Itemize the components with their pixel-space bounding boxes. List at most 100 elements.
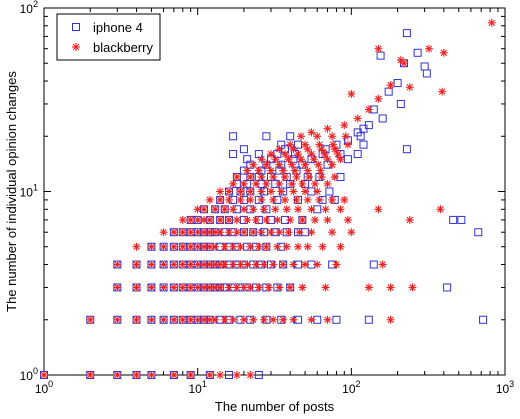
point-asterisk (303, 242, 312, 251)
point-asterisk (169, 283, 178, 292)
point-asterisk (147, 283, 156, 292)
point-asterisk (159, 228, 168, 237)
point-asterisk (132, 371, 141, 379)
point-asterisk (132, 315, 141, 324)
point-square (239, 145, 248, 154)
y-tick-label: 100 (20, 366, 38, 383)
point-asterisk (328, 132, 337, 141)
point-asterisk (378, 260, 387, 269)
point-asterisk (205, 215, 214, 224)
point-asterisk (193, 228, 202, 237)
point-asterisk (220, 242, 229, 251)
point-asterisk (159, 315, 168, 324)
point-asterisk (317, 172, 326, 181)
point-asterisk (320, 150, 329, 159)
point-square (457, 215, 466, 224)
point-asterisk (386, 315, 395, 324)
x-tick-label: 103 (496, 379, 514, 396)
point-asterisk (438, 87, 447, 96)
point-asterisk (257, 195, 266, 204)
point-asterisk (232, 228, 241, 237)
point-asterisk (269, 195, 278, 204)
point-asterisk (220, 205, 229, 214)
point-asterisk (40, 371, 48, 379)
point-asterisk (374, 44, 383, 53)
point-square (243, 155, 252, 164)
legend-marker (72, 23, 80, 31)
point-asterisk (313, 187, 322, 196)
point-asterisk (294, 205, 303, 214)
point-square (474, 228, 483, 237)
point-asterisk (277, 187, 286, 196)
point-asterisk (323, 179, 332, 188)
point-asterisk (252, 215, 261, 224)
point-square (378, 114, 387, 123)
point-asterisk (220, 315, 229, 324)
point-asterisk (271, 205, 280, 214)
point-asterisk (279, 260, 288, 269)
point-square (229, 150, 238, 159)
point-asterisk (254, 242, 263, 251)
point-asterisk (289, 187, 298, 196)
point-asterisk (169, 260, 178, 269)
point-asterisk (249, 205, 258, 214)
point-asterisk (211, 242, 220, 251)
point-asterisk (205, 195, 214, 204)
point-asterisk (301, 187, 310, 196)
point-asterisk (264, 283, 273, 292)
point-asterisk (211, 283, 220, 292)
point-asterisk (132, 283, 141, 292)
point-asterisk (216, 215, 225, 224)
point-asterisk (318, 242, 327, 251)
point-asterisk (193, 283, 202, 292)
point-asterisk (186, 371, 195, 379)
point-asterisk (316, 166, 325, 175)
point-asterisk (374, 205, 383, 214)
point-square (413, 48, 422, 57)
point-asterisk (266, 187, 275, 196)
point-square (262, 132, 271, 141)
point-asterisk (246, 195, 255, 204)
point-asterisk (275, 179, 284, 188)
point-asterisk (257, 228, 266, 237)
point-asterisk (336, 242, 345, 251)
point-asterisk (340, 121, 349, 130)
point-asterisk (216, 187, 225, 196)
point-asterisk (347, 89, 356, 98)
point-asterisk (147, 315, 156, 324)
point-asterisk (287, 160, 296, 169)
point-asterisk (275, 145, 284, 154)
data-points (40, 18, 496, 379)
point-asterisk (347, 228, 356, 237)
point-asterisk (280, 172, 289, 181)
point-asterisk (271, 155, 280, 164)
point-asterisk (86, 371, 95, 379)
point-square (364, 315, 373, 324)
point-square (393, 79, 402, 88)
point-asterisk (132, 242, 141, 251)
point-asterisk (315, 195, 324, 204)
point-asterisk (200, 205, 209, 214)
point-asterisk (282, 205, 291, 214)
point-square (369, 260, 378, 269)
point-asterisk (229, 242, 238, 251)
point-asterisk (279, 315, 288, 324)
point-asterisk (286, 215, 295, 224)
point-asterisk (269, 172, 278, 181)
point-asterisk (186, 283, 195, 292)
point-asterisk (321, 205, 330, 214)
point-asterisk (295, 228, 304, 237)
point-asterisk (246, 187, 255, 196)
point-asterisk (282, 242, 291, 251)
point-asterisk (211, 205, 220, 214)
point-asterisk (321, 283, 330, 292)
point-asterisk (159, 283, 168, 292)
point-asterisk (328, 160, 337, 169)
point-square (443, 283, 452, 292)
point-asterisk (323, 215, 332, 224)
point-square (384, 87, 393, 96)
point-asterisk (334, 150, 343, 159)
point-asterisk (229, 179, 238, 188)
x-tick-label: 100 (35, 379, 53, 396)
